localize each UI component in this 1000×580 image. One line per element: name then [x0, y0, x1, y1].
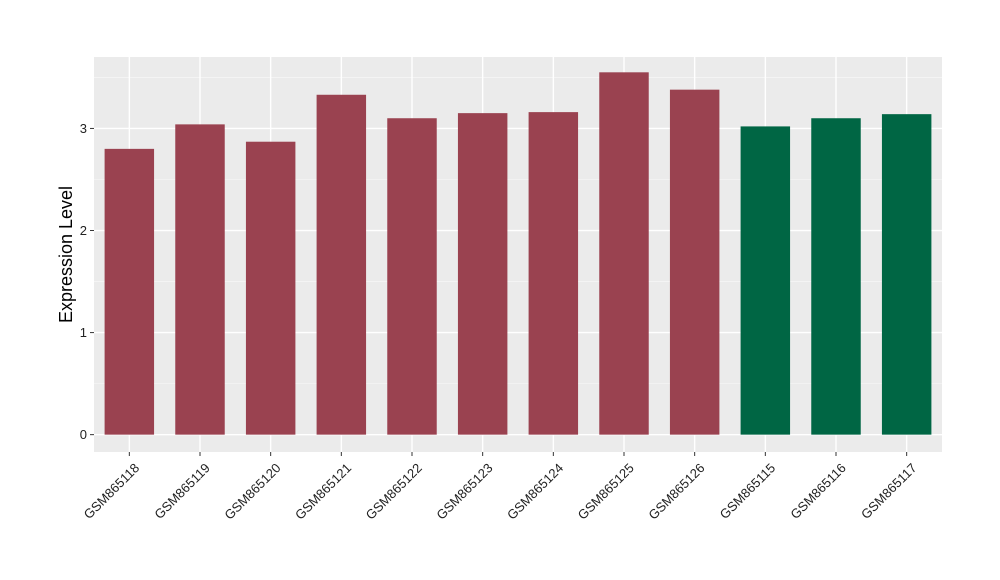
x-tick-label: GSM865124: [504, 460, 566, 522]
x-tick-label: GSM865116: [787, 460, 849, 522]
bar-GSM865116: [811, 118, 861, 435]
x-tick-label: GSM865117: [858, 460, 920, 522]
x-tick-label: GSM865126: [645, 460, 707, 522]
bar-GSM865123: [457, 113, 508, 435]
y-tick-label: 1: [80, 325, 87, 340]
bar-GSM865118: [104, 148, 155, 435]
bar-GSM865120: [245, 141, 296, 435]
bar-GSM865126: [669, 89, 720, 435]
bar-GSM865121: [316, 94, 367, 435]
bar-GSM865117: [881, 114, 932, 435]
bar-GSM865124: [528, 112, 579, 435]
x-tick-label: GSM865122: [363, 460, 425, 522]
y-tick-label: 2: [80, 223, 87, 238]
y-tick-label: 0: [80, 427, 87, 442]
x-tick-label: GSM865120: [221, 460, 283, 522]
bar-GSM865125: [599, 72, 649, 435]
x-axis: GSM865118 GSM865119 GSM865120 GSM865121 GSM8…: [81, 452, 920, 523]
bar-GSM865122: [387, 118, 437, 435]
x-tick-label: GSM865118: [81, 460, 143, 522]
x-tick-label: GSM865125: [575, 460, 637, 522]
y-axis: 0 1 2 3: [80, 121, 94, 442]
x-tick-label: GSM865115: [717, 460, 779, 522]
x-tick-label: GSM865123: [433, 460, 495, 522]
y-axis-title: Expression Level: [56, 186, 76, 323]
bar-GSM865119: [175, 124, 225, 435]
x-tick-label: GSM865119: [151, 460, 213, 522]
y-tick-label: 3: [80, 121, 87, 136]
x-tick-label: GSM865121: [292, 460, 354, 522]
bars: [104, 72, 932, 435]
bar-GSM865115: [740, 126, 791, 435]
plot-panel: [94, 57, 942, 452]
